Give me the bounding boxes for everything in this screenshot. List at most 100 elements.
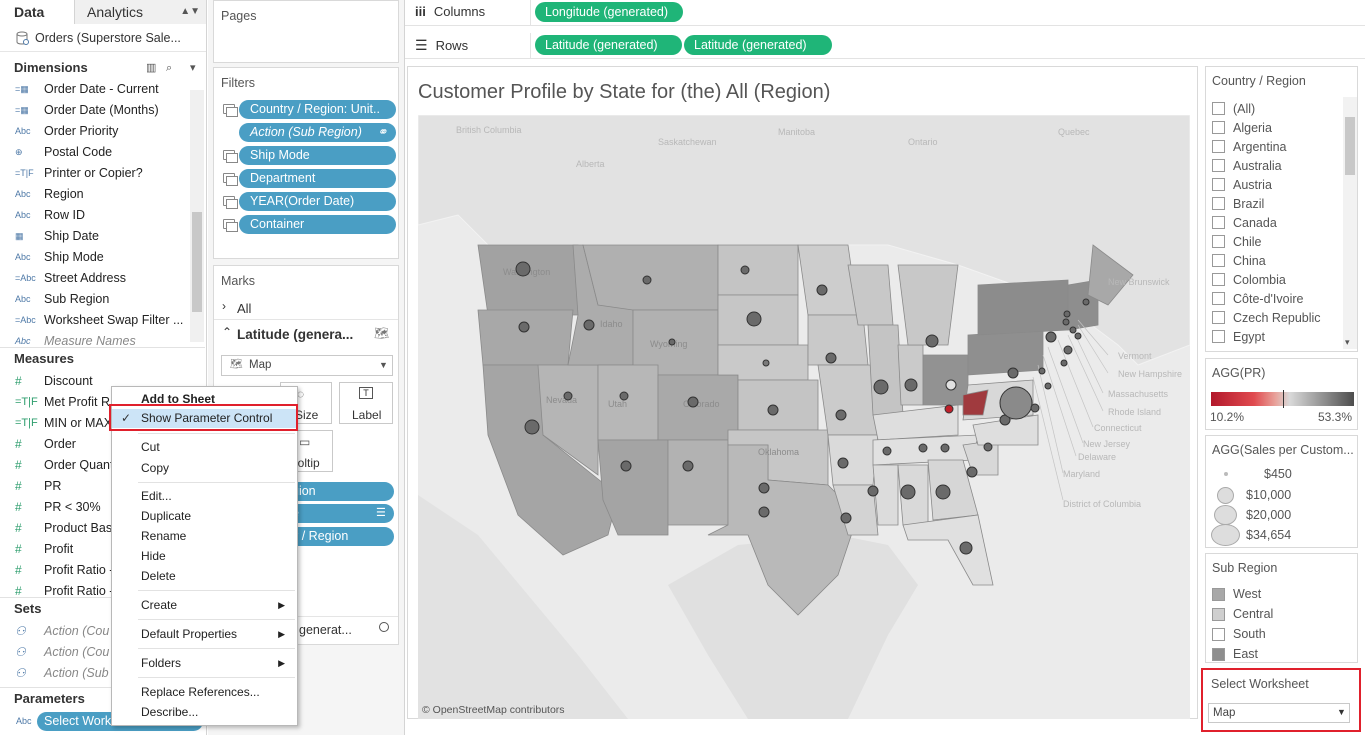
- menu-add-to-sheet[interactable]: Add to Sheet: [141, 392, 215, 406]
- filter-pill[interactable]: Action (Sub Region) ⚭: [239, 123, 396, 142]
- marks-pill-sort[interactable]: e☰: [284, 504, 394, 523]
- menu-copy[interactable]: Copy: [141, 461, 170, 475]
- columns-shelf[interactable]: iii Columns Longitude (generated): [405, 0, 1365, 26]
- menu-describe[interactable]: Describe...: [141, 705, 199, 719]
- country-checkbox-row[interactable]: Canada: [1206, 213, 1341, 232]
- country-checkbox-row[interactable]: Austria: [1206, 175, 1341, 194]
- mark-circle[interactable]: [767, 404, 779, 416]
- dimension-field[interactable]: Abc Row ID: [0, 205, 206, 226]
- menu-replace-references[interactable]: Replace References...: [141, 685, 260, 699]
- search-icon[interactable]: ⌕: [166, 62, 173, 74]
- dimension-field[interactable]: Abc Ship Mode: [0, 247, 206, 268]
- mark-circle[interactable]: [835, 409, 847, 421]
- label-button[interactable]: T Label: [339, 382, 393, 424]
- pages-card[interactable]: Pages: [213, 0, 399, 63]
- checkbox[interactable]: [1212, 102, 1225, 115]
- dimension-field[interactable]: Abc Sub Region: [0, 289, 206, 310]
- country-checkbox-row[interactable]: Colombia: [1206, 270, 1341, 289]
- menu-duplicate[interactable]: Duplicate: [141, 509, 192, 523]
- mark-circle-highlighted[interactable]: [944, 404, 954, 414]
- marks-generated-row[interactable]: generat...: [214, 616, 398, 642]
- mark-circle[interactable]: [900, 484, 916, 500]
- mark-circle[interactable]: [1044, 382, 1052, 390]
- tab-data[interactable]: Data: [0, 0, 74, 24]
- mark-circle[interactable]: [1063, 310, 1071, 318]
- mark-circle[interactable]: [619, 391, 629, 401]
- mark-circle[interactable]: [687, 396, 699, 408]
- mark-circle[interactable]: [668, 338, 676, 346]
- map-svg[interactable]: British Columbia Alberta Saskatchewan Ma…: [418, 115, 1190, 719]
- country-checkbox-row[interactable]: Egypt: [1206, 327, 1341, 346]
- mark-circle[interactable]: [825, 352, 837, 364]
- mark-circle[interactable]: [1062, 318, 1070, 326]
- marks-all-row[interactable]: › All: [214, 296, 398, 320]
- country-checkbox-row[interactable]: Australia: [1206, 156, 1341, 175]
- measure-field[interactable]: # Discount: [0, 371, 205, 392]
- dimension-field[interactable]: Abc Measure Names: [0, 331, 206, 352]
- mark-circle[interactable]: [867, 485, 879, 497]
- country-checkbox-row[interactable]: China: [1206, 251, 1341, 270]
- checkbox[interactable]: [1212, 140, 1225, 153]
- menu-default-properties[interactable]: Default Properties ▶: [112, 625, 297, 644]
- mark-circle[interactable]: [1069, 326, 1077, 334]
- measure-field[interactable]: # Profit Ratio -: [0, 560, 205, 581]
- checkbox[interactable]: [1212, 159, 1225, 172]
- mark-circle[interactable]: [563, 391, 573, 401]
- checkbox[interactable]: [1212, 311, 1225, 324]
- filter-pill[interactable]: Country / Region: Unit..: [239, 100, 396, 119]
- mark-circle[interactable]: [642, 275, 652, 285]
- measure-field[interactable]: # Order: [0, 434, 205, 455]
- country-checkbox-row[interactable]: Chile: [1206, 232, 1341, 251]
- chevron-down-icon[interactable]: ▾: [190, 62, 196, 74]
- subregion-legend-item[interactable]: Central: [1206, 604, 1356, 624]
- country-checkbox-row[interactable]: Czech Republic: [1206, 308, 1341, 327]
- mark-type-dropdown[interactable]: 🗺 Map ▼: [221, 355, 393, 376]
- subregion-legend-item[interactable]: East: [1206, 644, 1356, 664]
- measure-field[interactable]: # Product Bas: [0, 518, 205, 539]
- checkbox[interactable]: [1212, 254, 1225, 267]
- datasource[interactable]: Orders (Superstore Sale...: [0, 24, 206, 52]
- checkbox[interactable]: [1212, 216, 1225, 229]
- mark-circle[interactable]: [758, 506, 770, 518]
- checkbox[interactable]: [1212, 178, 1225, 191]
- rows-shelf[interactable]: ☰ Rows Latitude (generated) Latitude (gen…: [405, 33, 1365, 59]
- mark-circle[interactable]: [682, 460, 694, 472]
- dimension-field[interactable]: Abc Order Priority: [0, 121, 206, 142]
- mark-circle[interactable]: [1074, 332, 1082, 340]
- mark-circle[interactable]: [882, 446, 892, 456]
- dimension-field[interactable]: =Abc Worksheet Swap Filter ...: [0, 310, 206, 331]
- mark-circle[interactable]: [1038, 367, 1046, 375]
- mark-circle[interactable]: [515, 261, 531, 277]
- dimension-field[interactable]: Abc Region: [0, 184, 206, 205]
- scroll-thumb[interactable]: [1345, 117, 1355, 175]
- mark-circle[interactable]: [1007, 367, 1019, 379]
- filter-pill[interactable]: Container: [239, 215, 396, 234]
- subregion-legend-item[interactable]: West: [1206, 584, 1356, 604]
- country-checkbox-row[interactable]: (All): [1206, 99, 1341, 118]
- filter-pill[interactable]: Department: [239, 169, 396, 188]
- dimension-field[interactable]: =Abc Street Address: [0, 268, 206, 289]
- measure-field[interactable]: # PR: [0, 476, 205, 497]
- mark-circle[interactable]: [873, 379, 889, 395]
- measure-field[interactable]: =T|F Met Profit R: [0, 392, 205, 413]
- tab-analytics[interactable]: Analytics ▲▼: [74, 0, 206, 24]
- mark-circle[interactable]: [1060, 359, 1068, 367]
- filter-pill[interactable]: Ship Mode: [239, 146, 396, 165]
- set-field[interactable]: ⚇ Action (Sub: [0, 663, 205, 684]
- marks-pill-region[interactable]: gion: [284, 482, 394, 501]
- menu-show-parameter-control[interactable]: ✓ Show Parameter Control: [112, 409, 297, 428]
- marks-pill-country[interactable]: y / Region: [284, 527, 394, 546]
- checkbox[interactable]: [1212, 197, 1225, 210]
- mark-circle[interactable]: [746, 311, 762, 327]
- rows-pill-latitude-2[interactable]: Latitude (generated): [684, 35, 832, 55]
- scroll-thumb[interactable]: [192, 212, 202, 312]
- mark-circle[interactable]: [740, 265, 750, 275]
- mark-circle[interactable]: [983, 442, 993, 452]
- mark-circle[interactable]: [583, 319, 595, 331]
- subregion-legend-item[interactable]: South: [1206, 624, 1356, 644]
- rows-pill-latitude-1[interactable]: Latitude (generated): [535, 35, 682, 55]
- view-cards-icon[interactable]: ▥: [146, 62, 157, 74]
- dimension-field[interactable]: ⊕ Postal Code: [0, 142, 206, 163]
- columns-pill-longitude[interactable]: Longitude (generated): [535, 2, 683, 22]
- mark-circle[interactable]: [925, 334, 939, 348]
